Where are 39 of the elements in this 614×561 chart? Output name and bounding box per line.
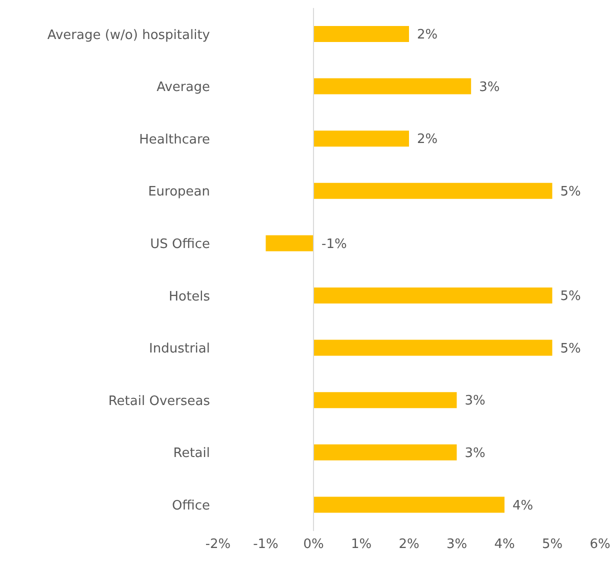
bar bbox=[314, 340, 552, 356]
x-tick-label: 0% bbox=[303, 537, 324, 552]
y-tick-label: Healthcare bbox=[139, 132, 210, 148]
y-tick-label: US Office bbox=[150, 236, 210, 252]
y-tick-label: Average (w/o) hospitality bbox=[47, 28, 210, 43]
bar bbox=[314, 182, 552, 199]
y-tick-label: Industrial bbox=[149, 342, 210, 357]
data-label: 3% bbox=[479, 80, 500, 95]
data-label: 5% bbox=[560, 184, 581, 200]
data-label: 3% bbox=[464, 446, 486, 461]
bar bbox=[314, 444, 457, 460]
bar bbox=[266, 235, 314, 252]
y-tick-label: Hotels bbox=[168, 289, 210, 304]
data-label: 5% bbox=[560, 341, 581, 356]
x-tick-label: 2% bbox=[398, 537, 420, 552]
x-tick-label: 4% bbox=[494, 537, 515, 552]
y-tick-label: Retail bbox=[173, 446, 210, 462]
data-label: -1% bbox=[322, 236, 347, 252]
bar bbox=[314, 496, 504, 513]
data-label: 4% bbox=[512, 498, 534, 514]
x-tick-label: 5% bbox=[542, 537, 563, 552]
bar bbox=[314, 130, 409, 147]
y-tick-label: Office bbox=[172, 498, 210, 514]
x-tick-label: -1% bbox=[253, 537, 278, 552]
data-label: 2% bbox=[417, 132, 438, 148]
y-tick-label: Average bbox=[156, 80, 210, 96]
x-tick-label: 3% bbox=[446, 537, 468, 552]
data-label: 3% bbox=[464, 394, 486, 409]
bar bbox=[314, 288, 552, 304]
data-label: 5% bbox=[560, 289, 581, 304]
bar bbox=[314, 78, 472, 94]
bar bbox=[314, 392, 457, 408]
x-tick-label: -2% bbox=[205, 537, 231, 552]
x-tick-label: 6% bbox=[590, 537, 610, 552]
y-tick-label: Retail Overseas bbox=[108, 394, 210, 409]
data-label: 2% bbox=[417, 28, 438, 43]
x-tick-label: 1% bbox=[350, 537, 372, 552]
bar bbox=[314, 26, 409, 42]
y-tick-label: European bbox=[148, 184, 210, 200]
